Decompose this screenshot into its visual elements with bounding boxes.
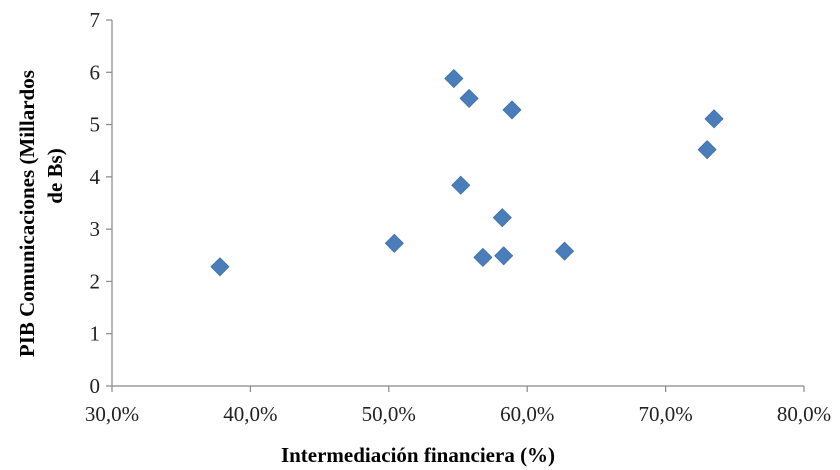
data-point-marker [459,88,479,108]
y-tick-label: 4 [90,165,101,189]
y-tick-label: 7 [90,8,101,32]
y-tick-label: 1 [90,322,101,346]
x-axis-label: Intermediación financiera (%) [281,443,555,467]
data-point-marker [444,68,464,89]
x-tick-label: 40,0% [223,402,277,426]
data-point-marker [555,241,575,261]
data-point-marker [502,100,522,120]
axis-ticks: 0 1 2 3 4 5 6 7 30,0% 40,0% 50,0% 60,0% 70,0% 80,0% [85,8,831,426]
x-tick-label: 30,0% [85,402,139,426]
y-tick-label: 2 [90,269,101,293]
y-tick-label: 3 [90,217,101,241]
x-tick-label: 50,0% [362,402,416,426]
chart-axes [111,20,804,387]
y-axis-label-line-1: PIB Comunicaciones (Millardos [15,70,39,357]
data-point-marker [473,247,493,267]
data-points [210,68,724,277]
data-point-marker [210,257,230,277]
x-tick-label: 60,0% [500,402,554,426]
y-tick-label: 5 [90,113,101,137]
data-point-marker [492,208,512,228]
data-point-marker [494,246,514,266]
y-axis-label-line-2: de Bs) [43,148,67,203]
y-tick-label: 6 [90,60,101,84]
data-point-marker [704,109,724,129]
data-point-marker [697,140,717,160]
data-point-marker [384,233,404,253]
y-axis-label: PIB Comunicaciones (Millardos de Bs) [15,65,67,357]
x-tick-label: 80,0% [777,402,831,426]
y-tick-label: 0 [90,374,101,398]
data-point-marker [451,175,471,195]
x-tick-label: 70,0% [638,402,692,426]
